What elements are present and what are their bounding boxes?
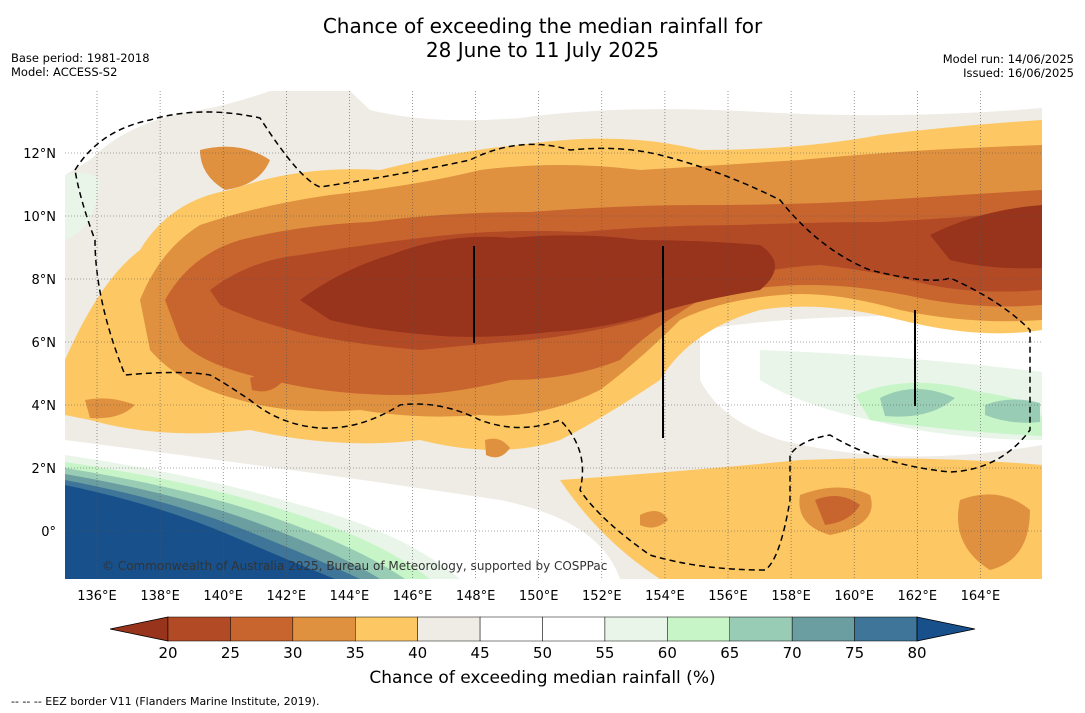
- orange-blob-mid: [485, 438, 510, 458]
- lon-labels: 136°E 138°E 140°E 142°E 144°E 146°E 148°E 150°E…: [77, 589, 1000, 604]
- title-line-2: 28 June to 11 July 2025: [425, 38, 660, 62]
- colorbar-tick-label: 70: [782, 644, 802, 662]
- lon-tick-label: 140°E: [203, 589, 243, 604]
- green-area-west: [65, 172, 100, 240]
- colorbar-tick-label: 80: [907, 644, 927, 662]
- lon-tick-label: 150°E: [519, 589, 559, 604]
- colorbar-tick-label: 35: [345, 644, 365, 662]
- colorbar-extend-high: [916, 616, 976, 642]
- yellow-area-south: [560, 458, 1042, 579]
- white-area-nw: [65, 91, 270, 175]
- colorbar-segment: [417, 616, 481, 642]
- colorbar-segment: [479, 616, 543, 642]
- green-area-east-3: [880, 389, 955, 417]
- lon-tick-label: 146°E: [393, 589, 433, 604]
- lon-tick-label: 152°E: [582, 589, 622, 604]
- colorbar-tick-label: 45: [470, 644, 490, 662]
- gridlines: [65, 91, 1042, 579]
- colorbar-title: Chance of exceeding median rainfall (%): [369, 668, 716, 688]
- colorbar-segment: [230, 616, 294, 642]
- dark-core-central: [300, 235, 775, 337]
- eez-footnote: -- -- -- EEZ border V11 (Flanders Marine…: [11, 695, 320, 708]
- lon-tick-label: 164°E: [961, 589, 1001, 604]
- lon-tick-label: 136°E: [77, 589, 117, 604]
- colorbar-segment: [292, 616, 356, 642]
- colorbar: [109, 616, 976, 642]
- lat-tick-label: 10°N: [23, 210, 56, 225]
- lon-tick-label: 156°E: [708, 589, 748, 604]
- colorbar-tick-label: 75: [845, 644, 865, 662]
- colorbar-segment: [604, 616, 668, 642]
- colorbar-tick-label: 60: [657, 644, 677, 662]
- lon-tick-label: 160°E: [834, 589, 874, 604]
- model-name: Model: ACCESS-S2: [11, 65, 118, 79]
- orange-blob-west: [85, 398, 135, 419]
- colorbar-tick-label: 30: [283, 644, 303, 662]
- colorbar-segment: [729, 616, 793, 642]
- dark-core-east: [930, 205, 1042, 269]
- colorbar-tick-label: 55: [595, 644, 615, 662]
- colorbar-segment: [355, 616, 418, 642]
- watermark: © Commonwealth of Australia 2025, Bureau…: [102, 559, 607, 573]
- lon-tick-label: 144°E: [330, 589, 370, 604]
- red-blob-west: [250, 374, 282, 392]
- base-period: Base period: 1981-2018: [11, 51, 150, 65]
- colorbar-extend-low: [109, 616, 169, 642]
- lon-tick-label: 158°E: [771, 589, 811, 604]
- lat-tick-label: 2°N: [32, 462, 57, 477]
- title-line-1: Chance of exceeding the median rainfall …: [322, 14, 763, 38]
- lon-tick-label: 154°E: [645, 589, 685, 604]
- lon-tick-label: 162°E: [898, 589, 938, 604]
- meta-left: Base period: 1981-2018 Model: ACCESS-S2: [11, 51, 150, 79]
- issued-date: Issued: 16/06/2025: [963, 66, 1074, 80]
- lon-tick-label: 138°E: [140, 589, 180, 604]
- colorbar-segment: [791, 616, 855, 642]
- colorbar-tick-label: 50: [532, 644, 553, 662]
- lat-tick-label: 4°N: [32, 399, 57, 414]
- map-title: Chance of exceeding the median rainfall …: [0, 14, 1085, 62]
- orange-blob-south-2: [958, 494, 1030, 570]
- colorbar-segment: [542, 616, 606, 642]
- colorbar-tick-label: 25: [220, 644, 240, 662]
- orange-blob-nw: [200, 146, 270, 190]
- colorbar-tick-label: 40: [408, 644, 428, 662]
- map-field: [65, 91, 1042, 579]
- colorbar-tick-label: 20: [158, 644, 178, 662]
- colorbar-segment: [167, 616, 231, 642]
- lat-tick-label: 8°N: [32, 273, 57, 288]
- lon-tick-label: 142°E: [267, 589, 307, 604]
- lat-tick-label: 0°: [41, 525, 56, 540]
- red-blob-south: [815, 496, 860, 525]
- lat-tick-label: 12°N: [23, 147, 56, 162]
- sw-band-6: [65, 485, 335, 579]
- lat-labels: 12°N 10°N 8°N 6°N 4°N 2°N 0°: [23, 147, 56, 540]
- lat-tick-label: 6°N: [32, 336, 57, 351]
- model-run: Model run: 14/06/2025: [942, 52, 1074, 66]
- orange-blob-south-3: [640, 511, 668, 528]
- colorbar-segment: [854, 616, 918, 642]
- meta-right: Model run: 14/06/2025 Issued: 16/06/2025: [943, 52, 1074, 80]
- colorbar-tick-label: 65: [720, 644, 740, 662]
- colorbar-segment: [667, 616, 730, 642]
- white-area-north: [350, 91, 1042, 121]
- lon-tick-label: 148°E: [456, 589, 496, 604]
